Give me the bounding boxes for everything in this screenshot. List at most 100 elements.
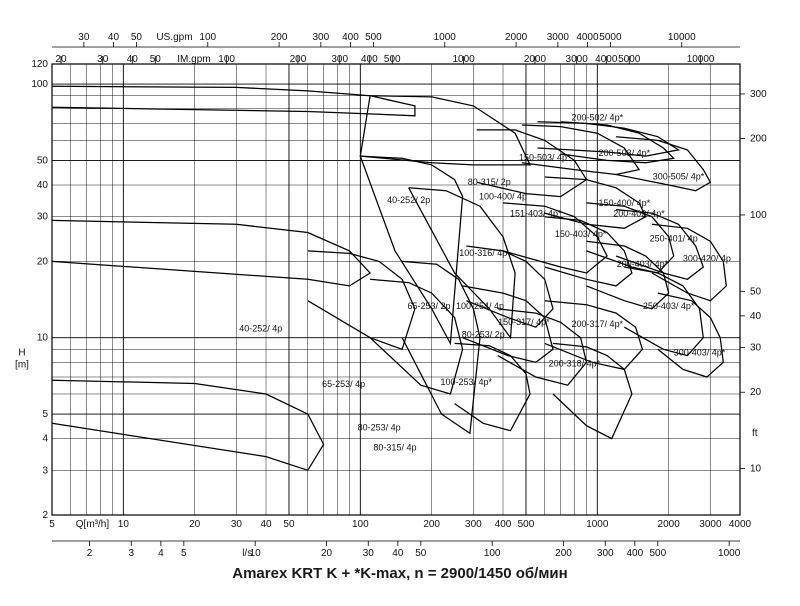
series-label: 100-253/ 4p* bbox=[441, 377, 493, 387]
usgpm-tick-label: 200 bbox=[271, 32, 288, 43]
imgpm-tick-label: 40 bbox=[127, 54, 139, 65]
x-tick-label: 50 bbox=[283, 519, 295, 530]
series-label: 300-403/ 4p* bbox=[674, 348, 726, 358]
imgpm-tick-label: 1000 bbox=[452, 54, 475, 65]
ft-tick-label: 100 bbox=[750, 210, 767, 221]
ft-tick-label: 30 bbox=[750, 343, 762, 354]
ft-tick-label: 300 bbox=[750, 89, 767, 100]
y-tick-label: 30 bbox=[37, 212, 49, 223]
pump-curve bbox=[51, 85, 416, 117]
x-tick-label: 400 bbox=[495, 519, 512, 530]
imgpm-tick-label: 50 bbox=[150, 54, 162, 65]
usgpm-tick-label: 2000 bbox=[505, 32, 528, 43]
ls-tick-label: 100 bbox=[484, 548, 501, 559]
series-label: 100-316/ 4p bbox=[459, 248, 507, 258]
ft-tick-label: 20 bbox=[750, 387, 762, 398]
pump-curve bbox=[544, 176, 647, 229]
series-label: 200-317/ 4p* bbox=[572, 319, 624, 329]
series-label: 300-420/ 4p bbox=[683, 253, 731, 263]
x-tick-label: 100 bbox=[352, 519, 369, 530]
y-tick-label: 2 bbox=[42, 510, 48, 521]
pump-curve bbox=[359, 155, 464, 346]
pump-curve bbox=[586, 240, 670, 310]
usgpm-axis-label: US.gpm bbox=[156, 32, 192, 43]
series-label: 250-403/ 4p* bbox=[643, 301, 695, 311]
x-axis-label: Q[m³/h] bbox=[76, 519, 110, 530]
ft-tick-label: 40 bbox=[750, 311, 762, 322]
imgpm-tick-label: 30 bbox=[97, 54, 109, 65]
usgpm-tick-label: 100 bbox=[199, 32, 216, 43]
ls-tick-label: 1000 bbox=[718, 548, 741, 559]
imgpm-tick-label: 2000 bbox=[524, 54, 547, 65]
ft-tick-label: 200 bbox=[750, 134, 767, 145]
x-tick-label: 5 bbox=[49, 519, 55, 530]
x-tick-label: 500 bbox=[518, 519, 535, 530]
series-label: 200-502/ 4p* bbox=[572, 112, 624, 122]
imgpm-axis-label: IM.gpm bbox=[177, 54, 210, 65]
series-label: 150-403/ 4p* bbox=[555, 229, 607, 239]
pump-curves bbox=[51, 85, 727, 472]
pump-curve bbox=[359, 95, 531, 166]
x-tick-label: 2000 bbox=[658, 519, 681, 530]
series-label: 80-253/ 4p bbox=[358, 423, 401, 433]
pump-curve bbox=[466, 245, 554, 328]
series-label: 100-254/ 4p bbox=[456, 301, 504, 311]
y-tick-label: 50 bbox=[37, 155, 49, 166]
ls-tick-label: 300 bbox=[597, 548, 614, 559]
x-tick-label: 4000 bbox=[729, 519, 752, 530]
ls-tick-label: 4 bbox=[158, 548, 164, 559]
pump-curve bbox=[651, 223, 727, 302]
pump-curve bbox=[369, 278, 464, 395]
series-label: 80-315/ 4p bbox=[373, 442, 416, 452]
ls-tick-label: 10 bbox=[250, 548, 262, 559]
series-label: 150-317/ 4p* bbox=[498, 317, 550, 327]
imgpm-tick-label: 300 bbox=[331, 54, 348, 65]
ft-axis-label: ft bbox=[752, 428, 758, 439]
y-axis-unit: [m] bbox=[15, 360, 29, 371]
imgpm-tick-label: 4000 bbox=[595, 54, 618, 65]
pump-curve bbox=[462, 285, 554, 363]
series-label: 80-315/ 2p bbox=[468, 177, 511, 187]
usgpm-tick-label: 4000 bbox=[576, 32, 599, 43]
y-axis-label: H bbox=[18, 348, 25, 359]
pump-curve bbox=[401, 260, 481, 435]
pump-curve bbox=[51, 219, 372, 287]
usgpm-tick-label: 50 bbox=[131, 32, 143, 43]
series-label: 200-402/ 4p* bbox=[613, 209, 665, 219]
pump-curve bbox=[615, 136, 712, 192]
imgpm-tick-label: 400 bbox=[361, 54, 378, 65]
series-label: 300-505/ 4p* bbox=[653, 172, 705, 182]
pump-curve bbox=[454, 342, 531, 432]
pump-curve bbox=[552, 342, 633, 440]
y-tick-label: 120 bbox=[31, 59, 48, 70]
pump-curve bbox=[307, 250, 416, 351]
ls-tick-label: 2 bbox=[87, 548, 93, 559]
pump-curve bbox=[657, 292, 724, 378]
series-labels: 40-252/ 2p 80-315/ 2p 65-253/ 2p 80-253/ 2p… bbox=[239, 112, 731, 452]
pump-curve bbox=[544, 216, 633, 287]
pump-curve bbox=[544, 300, 644, 371]
imgpm-tick-label: 200 bbox=[290, 54, 307, 65]
series-label: 250-401/ 4p bbox=[650, 233, 698, 243]
ls-tick-label: 40 bbox=[392, 548, 404, 559]
pump-curve bbox=[615, 208, 705, 280]
pump-curve bbox=[502, 202, 608, 274]
x-tick-label: 30 bbox=[231, 519, 243, 530]
axes: 5 10 20 30 40 50 100 200 300 400 500 1000 2000 3000 40… bbox=[15, 32, 767, 559]
usgpm-tick-label: 5000 bbox=[599, 32, 622, 43]
series-label: 200-403/ 4p* bbox=[617, 259, 669, 269]
ls-tick-label: 3 bbox=[128, 548, 134, 559]
ls-tick-label: 5 bbox=[181, 548, 187, 559]
x-tick-label: 3000 bbox=[699, 519, 722, 530]
usgpm-tick-label: 400 bbox=[342, 32, 359, 43]
x-tick-label: 40 bbox=[260, 519, 272, 530]
imgpm-tick-label: 10000 bbox=[687, 54, 715, 65]
grid bbox=[51, 63, 741, 516]
series-label: 150-503/ 4p* bbox=[519, 152, 571, 162]
x-tick-label: 20 bbox=[189, 519, 201, 530]
series-label: 80-253/ 2p bbox=[462, 330, 505, 340]
series-label: 40-252/ 4p bbox=[239, 323, 282, 333]
usgpm-tick-label: 40 bbox=[108, 32, 120, 43]
series-label: 65-253/ 2p bbox=[408, 301, 451, 311]
